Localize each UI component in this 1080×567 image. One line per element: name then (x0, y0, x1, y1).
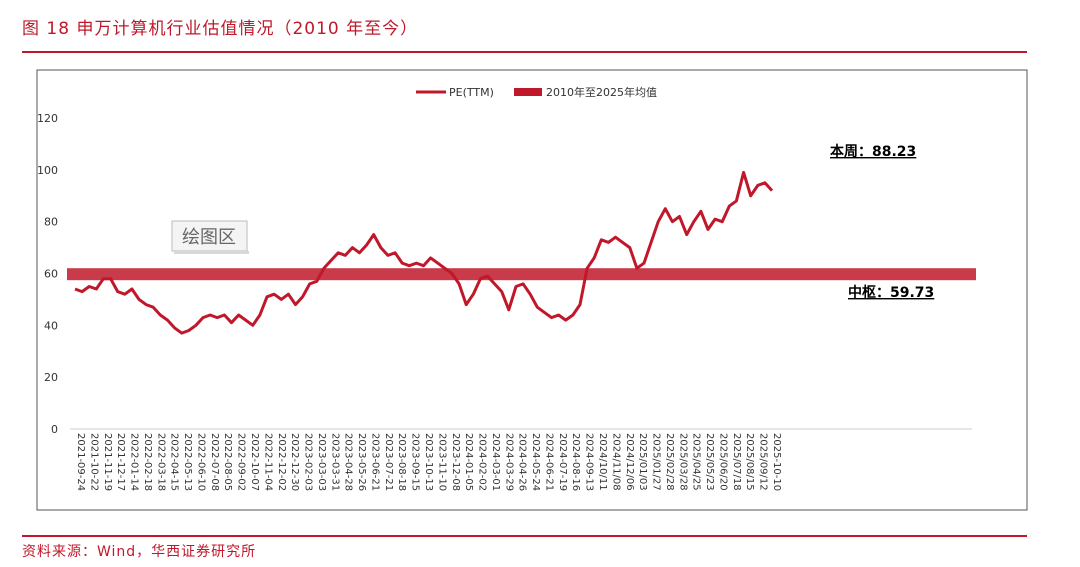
x-tick-label: 2024-01-05 (463, 433, 474, 491)
x-tick-label: 2025/09/12 (758, 433, 769, 491)
x-tick-label: 2024-06-21 (544, 433, 555, 491)
x-tick-label: 2022-12-02 (276, 433, 287, 491)
x-tick-label: 2024/10/11 (597, 433, 608, 491)
x-tick-label: 2025/06/20 (718, 433, 729, 491)
title-rule (22, 51, 1027, 53)
y-tick-label: 60 (44, 268, 58, 281)
x-tick-label: 2023-11-10 (436, 433, 447, 491)
plot-area-label-box: 绘图区 (171, 220, 249, 254)
x-axis: 2021-09-24 2021-10-22 2021-11-19 2021-12-17… (75, 433, 782, 491)
x-tick-label: 2022-11-04 (262, 433, 273, 491)
x-tick-label: 2022-10-07 (249, 433, 260, 491)
x-tick-label: 2023-08-18 (396, 433, 407, 491)
x-tick-label: 2023-03-31 (329, 433, 340, 491)
x-tick-label: 2024-08-16 (570, 433, 581, 491)
y-tick-label: 100 (37, 164, 58, 177)
x-tick-label: 2023-06-21 (370, 433, 381, 491)
x-tick-label: 2023-07-21 (383, 433, 394, 491)
x-tick-label: 2023-05-26 (356, 433, 367, 491)
x-tick-label: 2023-10-13 (423, 433, 434, 491)
annotation-current-label: 本周： (830, 143, 872, 160)
x-tick-label: 2024-04-26 (517, 433, 528, 491)
x-tick-label: 2023-12-08 (450, 433, 461, 491)
x-tick-label: 2024-05-24 (530, 433, 541, 491)
y-axis: 0 20 40 60 80 100 120 (37, 112, 58, 436)
x-tick-label: 2022-08-05 (222, 433, 233, 491)
annotation-current-text: 本周：88.23 (830, 143, 916, 160)
x-tick-label: 2024-03-29 (503, 433, 514, 491)
x-tick-label: 2025/05/23 (704, 433, 715, 491)
x-tick-label: 2025/04/25 (691, 433, 702, 491)
x-tick-label: 2023-03-03 (316, 433, 327, 491)
annotation-mean-text: 中枢：59.73 (848, 284, 934, 301)
x-tick-label: 2025/08/15 (744, 433, 755, 491)
x-tick-label: 2025/03/28 (677, 433, 688, 491)
y-tick-label: 80 (44, 216, 58, 229)
x-tick-label: 2023-04-28 (343, 433, 354, 491)
annotation-mean-label: 中枢： (848, 284, 890, 301)
x-tick-label: 2021-10-22 (88, 433, 99, 491)
x-tick-label: 2024-03-01 (490, 433, 501, 491)
x-tick-label: 2023-09-15 (410, 433, 421, 491)
x-tick-label: 2024-02-02 (477, 433, 488, 491)
figure-title: 图 18 申万计算机行业估值情况（2010 年至今） (22, 19, 419, 39)
plot-area-label: 绘图区 (182, 227, 236, 248)
annotation-mean-value: 59.73 (890, 285, 934, 301)
legend-mean-swatch (514, 88, 542, 96)
x-tick-label: 2022-04-15 (169, 433, 180, 491)
legend-mean-label: 2010年至2025年均值 (546, 85, 657, 99)
y-tick-label: 40 (44, 319, 58, 332)
mean-band (67, 268, 976, 281)
x-tick-label: 2022-06-10 (196, 433, 207, 491)
legend-pe-label: PE(TTM) (449, 86, 494, 99)
annotation-mean: 中枢：59.73 (848, 284, 934, 301)
pe-series-line (74, 170, 774, 335)
chart-frame (36, 69, 1028, 511)
x-tick-label: 2023-02-03 (303, 433, 314, 491)
x-tick-label: 2025-10-10 (771, 433, 782, 491)
x-tick-label: 2022-03-18 (155, 433, 166, 491)
annotation-current: 本周：88.23 (830, 143, 916, 160)
x-tick-label: 2024-07-19 (557, 433, 568, 491)
source-note: 资料来源：Wind，华西证券研究所 (22, 544, 257, 560)
source-rule (22, 535, 1027, 537)
x-tick-label: 2021-11-19 (102, 433, 113, 491)
x-tick-label: 2025/07/18 (731, 433, 742, 491)
x-tick-label: 2022-02-18 (142, 433, 153, 491)
x-tick-label: 2024-09-13 (584, 433, 595, 491)
x-tick-label: 2022-07-08 (209, 433, 220, 491)
x-tick-label: 2022-01-14 (129, 433, 140, 491)
x-tick-label: 2021-09-24 (75, 433, 86, 491)
y-tick-label: 0 (51, 423, 58, 436)
x-tick-label: 2025/01/27 (651, 433, 662, 491)
x-tick-label: 2022-05-13 (182, 433, 193, 491)
x-tick-label: 2025/01/03 (637, 433, 648, 491)
x-tick-label: 2022-09-02 (236, 433, 247, 491)
x-tick-label: 2022-12-30 (289, 433, 300, 491)
x-tick-label: 2024/12/06 (624, 433, 635, 491)
y-tick-label: 120 (37, 112, 58, 125)
x-tick-label: 2025/02/28 (664, 433, 675, 491)
x-tick-label: 2021-12-17 (115, 433, 126, 491)
annotation-current-value: 88.23 (872, 144, 916, 160)
legend: PE(TTM) 2010年至2025年均值 (416, 85, 657, 99)
x-tick-label: 2024/11/08 (610, 433, 621, 491)
y-tick-label: 20 (44, 371, 58, 384)
